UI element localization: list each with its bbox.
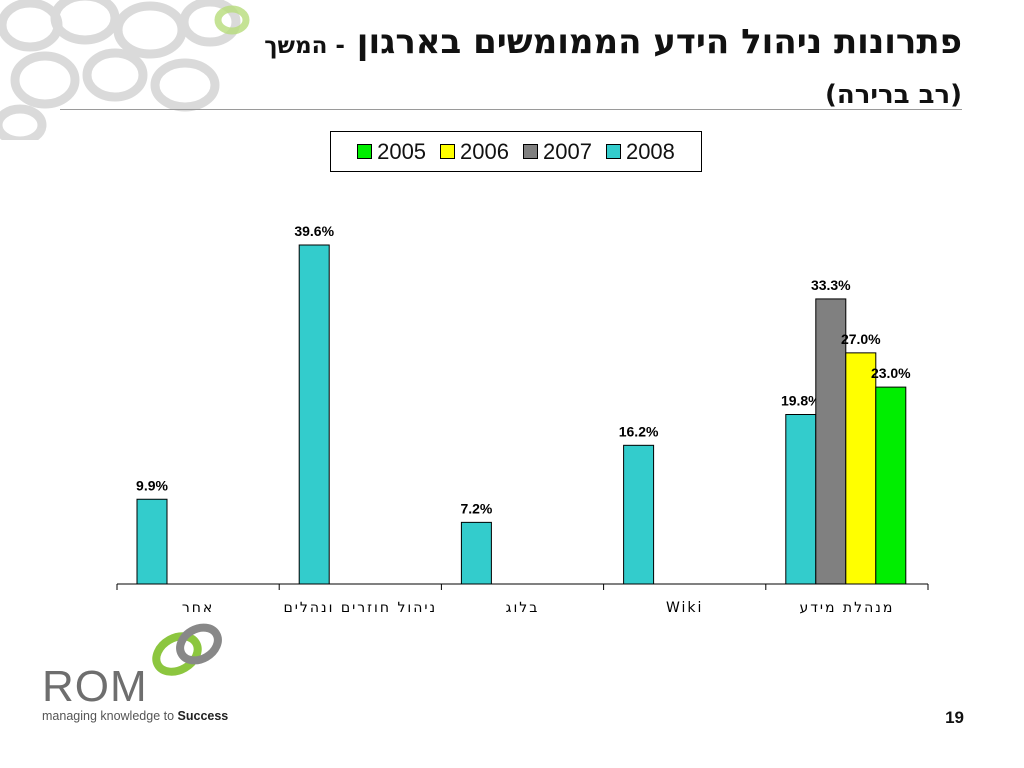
x-tick-label-cat-1: ניהול חוזרים ונהלים [283, 600, 437, 616]
decorative-rings-pattern [0, 0, 250, 140]
data-label-2007-cat-4: 33.3% [811, 277, 851, 293]
legend-item-2005: 2005 [357, 139, 426, 165]
data-label-2008-cat-3: 16.2% [619, 423, 659, 439]
bar-2008-cat-1 [298, 244, 330, 585]
slide-subtitle: (רב ברירה) [824, 80, 962, 110]
title-divider [60, 109, 962, 110]
bar-2007-cat-4 [815, 298, 847, 585]
legend-swatch-2006 [440, 144, 456, 159]
data-label-2008-cat-2: 7.2% [460, 500, 492, 516]
bar-2005-cat-4 [875, 386, 907, 585]
legend-swatch-2007 [523, 144, 538, 159]
data-label-2008-cat-1: 39.6% [294, 223, 334, 239]
data-label-2008-cat-4: 19.8% [781, 393, 821, 409]
legend-item-2006: 2006 [440, 139, 509, 165]
logo-tagline: managing knowledge to Success [42, 709, 228, 723]
x-tick-label-cat-2: בלוג [506, 600, 540, 616]
legend-swatch-2008 [605, 144, 621, 159]
data-label-2008-cat-0: 9.9% [136, 477, 168, 493]
legend-label-2007: 2007 [543, 138, 592, 164]
bar-2006-cat-4 [845, 352, 877, 585]
bar-2008-cat-4 [785, 414, 817, 585]
bar-2008-cat-0 [136, 498, 168, 585]
data-label-2005-cat-4: 23.0% [871, 365, 911, 381]
legend-label-2008: 2008 [625, 138, 675, 164]
logo-tagline-prefix: managing knowledge to [42, 709, 175, 723]
legend-label-2005: 2005 [377, 138, 427, 164]
legend-item-2007: 2007 [523, 139, 592, 165]
data-label-2006-cat-4: 27.0% [841, 331, 881, 347]
slide-title-text: פתרונות ניהול הידע הממומשים בארגון [356, 22, 962, 62]
slide-title: פתרונות ניהול הידע הממומשים בארגון - המש… [264, 22, 962, 62]
chart-legend: 2005 2006 2007 2008 [330, 131, 702, 172]
legend-swatch-2005 [357, 144, 373, 159]
x-tick-label-cat-0: אחר [182, 600, 214, 616]
legend-label-2006: 2006 [460, 138, 509, 164]
x-tick-label-cat-3: Wiki [666, 600, 703, 616]
bar-2008-cat-2 [460, 521, 492, 585]
rom-logo: ROM managing knowledge to Success [40, 620, 260, 730]
logo-tagline-bold: Success [177, 709, 229, 723]
legend-item-2008: 2008 [605, 138, 675, 165]
page-number: 19 [945, 708, 964, 727]
logo-rings-icon [152, 623, 222, 676]
slide-title-continued: - המשך [264, 33, 345, 59]
bar-2008-cat-3 [623, 444, 655, 585]
x-tick-label-cat-4: מנהלת מידע [799, 600, 894, 616]
logo-name: ROM [42, 662, 148, 711]
